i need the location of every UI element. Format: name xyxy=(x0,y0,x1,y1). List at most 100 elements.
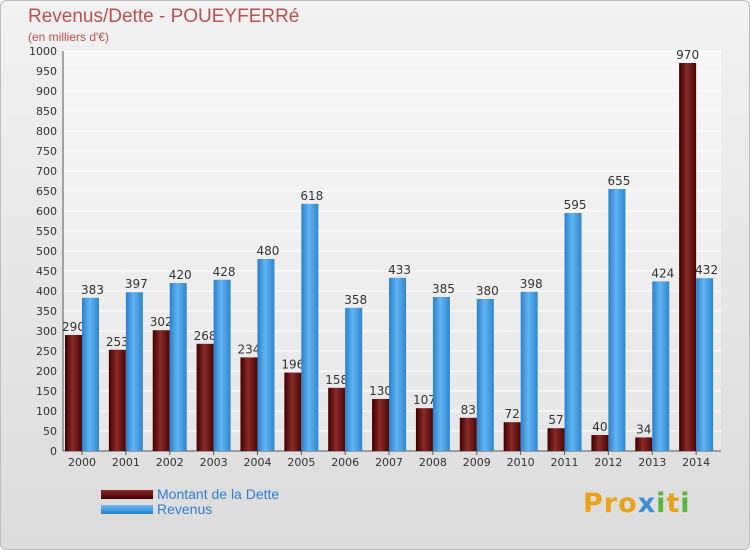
logo-letter: i xyxy=(656,488,667,519)
bar-revenue xyxy=(213,279,231,451)
y-tick-label: 50 xyxy=(43,425,57,438)
chart-title: Revenus/Dette - POUEYFERRé xyxy=(28,6,300,27)
bar-debt xyxy=(459,417,477,451)
logo-letter: o xyxy=(618,488,638,519)
bar-revenue xyxy=(389,277,407,451)
bar-revenue xyxy=(169,283,187,451)
bar-revenue xyxy=(520,291,538,451)
bar-debt xyxy=(196,343,214,451)
bar-debt xyxy=(591,435,609,451)
y-tick-label: 150 xyxy=(36,385,57,398)
x-tick-label: 2011 xyxy=(551,456,579,469)
data-label-debt: 130 xyxy=(369,384,392,398)
data-label-revenue: 618 xyxy=(300,189,323,203)
bar-revenue xyxy=(345,307,363,451)
y-tick-label: 200 xyxy=(36,365,57,378)
data-label-debt: 158 xyxy=(325,373,348,387)
logo-letter: x xyxy=(637,488,657,519)
bar-debt xyxy=(372,399,390,451)
data-label-debt: 290 xyxy=(62,320,85,334)
bar-revenue xyxy=(476,299,494,451)
data-label-revenue: 358 xyxy=(344,293,367,307)
x-tick-label: 2007 xyxy=(375,456,403,469)
data-label-debt: 107 xyxy=(413,393,436,407)
x-tick-label: 2000 xyxy=(68,456,96,469)
bar-debt xyxy=(240,357,258,451)
bar-revenue xyxy=(82,297,99,451)
x-tick-label: 2001 xyxy=(112,456,140,469)
y-tick-label: 100 xyxy=(36,405,57,418)
data-label-revenue: 383 xyxy=(81,283,104,297)
data-label-revenue: 420 xyxy=(169,268,192,282)
logo-letter: i xyxy=(680,488,691,519)
bar-revenue xyxy=(301,203,319,451)
bar-revenue xyxy=(564,213,582,451)
bar-debt xyxy=(415,408,433,451)
x-tick-label: 2014 xyxy=(682,456,710,469)
y-tick-label: 0 xyxy=(50,445,57,458)
bar-revenue xyxy=(696,278,714,451)
bar-debt xyxy=(679,63,697,451)
data-label-debt: 34 xyxy=(636,422,651,436)
y-tick-label: 800 xyxy=(36,125,57,138)
data-label-revenue: 380 xyxy=(476,284,499,298)
y-tick-label: 850 xyxy=(36,105,57,118)
y-tick-label: 1000 xyxy=(29,45,57,58)
bar-debt xyxy=(503,422,521,451)
bar-revenue xyxy=(652,281,670,451)
data-label-revenue: 480 xyxy=(257,244,280,258)
bar-debt xyxy=(108,349,126,451)
bar-revenue xyxy=(125,292,143,451)
y-tick-label: 600 xyxy=(36,205,57,218)
y-tick-label: 300 xyxy=(36,325,57,338)
data-label-debt: 253 xyxy=(106,335,129,349)
x-tick-label: 2009 xyxy=(463,456,491,469)
data-label-debt: 234 xyxy=(238,342,261,356)
x-tick-label: 2010 xyxy=(507,456,535,469)
data-label-debt: 970 xyxy=(676,48,699,62)
x-tick-label: 2005 xyxy=(287,456,315,469)
data-label-revenue: 428 xyxy=(213,265,236,279)
y-tick-label: 450 xyxy=(36,265,57,278)
y-tick-label: 400 xyxy=(36,285,57,298)
y-tick-label: 500 xyxy=(36,245,57,258)
x-tick-label: 2013 xyxy=(638,456,666,469)
bar-debt xyxy=(65,335,82,451)
x-tick-label: 2003 xyxy=(200,456,228,469)
data-label-debt: 40 xyxy=(592,420,607,434)
y-tick-label: 900 xyxy=(36,85,57,98)
bar-debt xyxy=(284,372,302,451)
data-label-revenue: 385 xyxy=(432,282,455,296)
bar-revenue xyxy=(608,189,626,451)
y-tick-label: 700 xyxy=(36,165,57,178)
y-tick-label: 950 xyxy=(36,65,57,78)
legend-label-debt: Montant de la Dette xyxy=(157,486,280,502)
data-label-revenue: 398 xyxy=(520,277,543,291)
data-label-debt: 83 xyxy=(461,403,476,417)
y-tick-label: 250 xyxy=(36,345,57,358)
data-label-debt: 196 xyxy=(281,358,304,372)
x-tick-label: 2006 xyxy=(331,456,359,469)
data-label-revenue: 432 xyxy=(695,263,718,277)
data-label-revenue: 433 xyxy=(388,263,411,277)
legend-label-revenue: Revenus xyxy=(157,501,213,517)
data-label-debt: 57 xyxy=(548,413,563,427)
legend-swatch-debt xyxy=(101,490,153,499)
data-label-debt: 268 xyxy=(194,329,217,343)
bar-debt xyxy=(152,330,170,451)
data-label-revenue: 655 xyxy=(607,174,630,188)
x-tick-label: 2004 xyxy=(243,456,271,469)
y-tick-label: 350 xyxy=(36,305,57,318)
chart-subtitle: (en milliers d'€) xyxy=(28,30,109,44)
data-label-debt: 72 xyxy=(505,407,520,421)
x-tick-label: 2012 xyxy=(594,456,622,469)
y-tick-label: 650 xyxy=(36,185,57,198)
y-tick-label: 750 xyxy=(36,145,57,158)
logo-letter: t xyxy=(666,488,681,519)
legend-swatch-revenue xyxy=(101,505,153,514)
proxiti-logo: Proxiti xyxy=(583,488,691,519)
data-label-revenue: 595 xyxy=(564,198,587,212)
x-tick-label: 2002 xyxy=(156,456,184,469)
